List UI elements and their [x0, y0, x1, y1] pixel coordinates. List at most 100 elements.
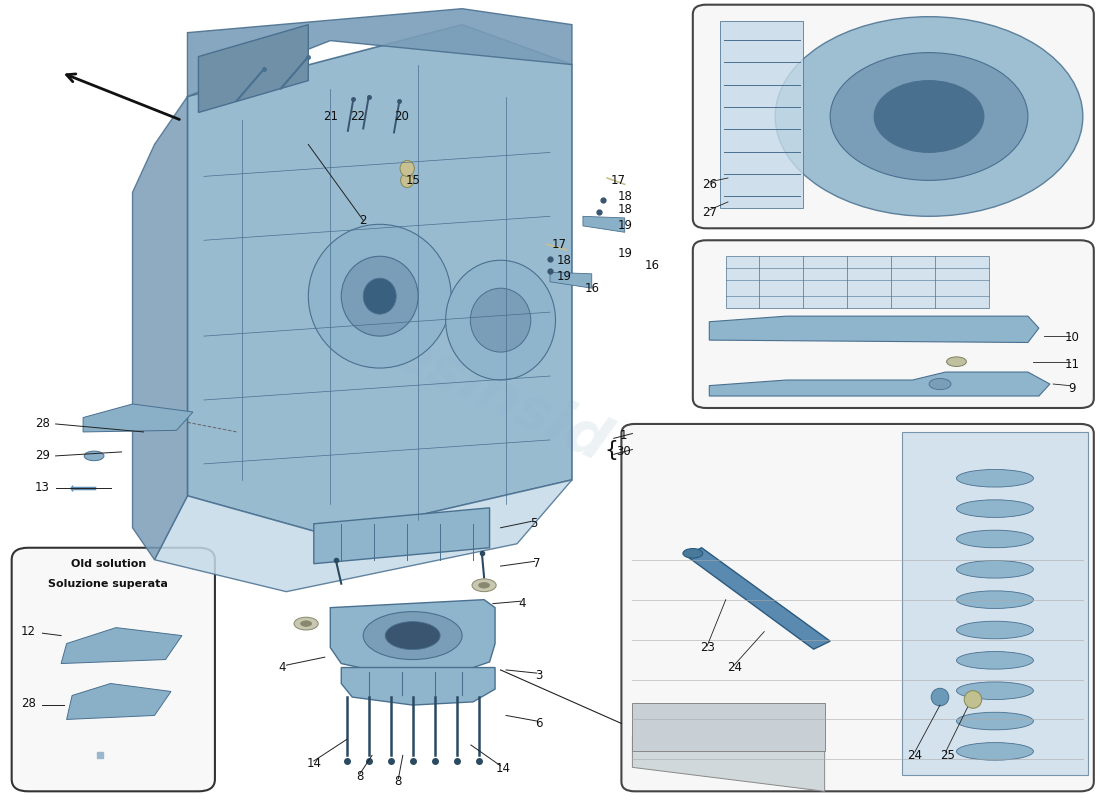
Polygon shape: [187, 9, 572, 97]
Polygon shape: [67, 683, 170, 719]
Text: 15: 15: [405, 174, 420, 187]
Polygon shape: [632, 735, 825, 791]
Text: 18: 18: [617, 203, 632, 217]
Text: 9: 9: [1068, 382, 1076, 394]
Text: 17: 17: [551, 238, 566, 250]
Text: 29: 29: [35, 450, 50, 462]
Polygon shape: [726, 256, 989, 308]
Text: 24: 24: [908, 749, 922, 762]
Text: }: }: [601, 438, 614, 458]
FancyBboxPatch shape: [693, 240, 1093, 408]
Text: 17: 17: [610, 174, 626, 187]
Ellipse shape: [363, 612, 462, 659]
Text: Soluzione superata: Soluzione superata: [48, 578, 168, 589]
Ellipse shape: [957, 500, 1033, 518]
Text: 20: 20: [394, 110, 409, 123]
Text: 10: 10: [1065, 331, 1079, 344]
Polygon shape: [84, 404, 192, 432]
Ellipse shape: [957, 712, 1033, 730]
Text: 11: 11: [1065, 358, 1079, 370]
Polygon shape: [686, 548, 830, 649]
Polygon shape: [154, 480, 572, 592]
Text: 14: 14: [495, 762, 510, 775]
Ellipse shape: [957, 682, 1033, 699]
Text: 8: 8: [356, 770, 364, 783]
Text: 19: 19: [617, 219, 632, 233]
Text: 1: 1: [620, 430, 627, 442]
Text: 4: 4: [519, 597, 526, 610]
Ellipse shape: [308, 224, 451, 368]
Ellipse shape: [947, 357, 967, 366]
Ellipse shape: [930, 378, 952, 390]
Polygon shape: [62, 628, 182, 663]
Ellipse shape: [874, 81, 984, 153]
Polygon shape: [341, 667, 495, 705]
Ellipse shape: [400, 161, 415, 176]
Ellipse shape: [294, 618, 318, 630]
Ellipse shape: [957, 530, 1033, 548]
Ellipse shape: [85, 451, 104, 461]
Text: 24: 24: [727, 661, 742, 674]
Ellipse shape: [341, 256, 418, 336]
Text: 28: 28: [21, 697, 35, 710]
Text: 16: 16: [645, 259, 660, 272]
Text: 18: 18: [557, 254, 572, 266]
Polygon shape: [550, 272, 592, 288]
Text: 23: 23: [700, 641, 715, 654]
Text: 21: 21: [322, 110, 338, 123]
Ellipse shape: [400, 173, 414, 187]
Text: 25: 25: [940, 749, 955, 762]
Text: 28: 28: [35, 418, 50, 430]
Polygon shape: [902, 432, 1088, 775]
Ellipse shape: [957, 622, 1033, 638]
Text: 5: 5: [530, 518, 537, 530]
Ellipse shape: [385, 622, 440, 650]
Polygon shape: [314, 508, 490, 564]
Text: 18: 18: [617, 190, 632, 203]
Text: 6: 6: [536, 717, 542, 730]
Text: 4: 4: [278, 661, 286, 674]
Text: Old solution: Old solution: [70, 558, 146, 569]
Polygon shape: [132, 97, 187, 560]
Polygon shape: [720, 21, 803, 208]
Ellipse shape: [957, 591, 1033, 609]
Ellipse shape: [446, 260, 556, 380]
Ellipse shape: [478, 582, 490, 588]
Text: 22: 22: [350, 110, 365, 123]
Polygon shape: [710, 316, 1038, 342]
Polygon shape: [198, 25, 308, 113]
Polygon shape: [632, 703, 825, 751]
Text: 27: 27: [702, 206, 717, 219]
Polygon shape: [330, 600, 495, 675]
Ellipse shape: [932, 688, 949, 706]
Text: 12: 12: [21, 625, 35, 638]
Ellipse shape: [776, 17, 1082, 216]
FancyBboxPatch shape: [621, 424, 1093, 791]
Ellipse shape: [471, 288, 531, 352]
Text: 26: 26: [702, 178, 717, 191]
Text: 2: 2: [360, 214, 367, 227]
Text: ©
desinsid: © desinsid: [345, 246, 646, 474]
Ellipse shape: [957, 742, 1033, 760]
FancyBboxPatch shape: [693, 5, 1093, 228]
Ellipse shape: [363, 278, 396, 314]
Polygon shape: [187, 25, 572, 536]
Ellipse shape: [683, 549, 703, 558]
Ellipse shape: [957, 651, 1033, 669]
Text: 19: 19: [557, 270, 572, 282]
Text: 3: 3: [536, 669, 542, 682]
Text: 19: 19: [617, 247, 632, 260]
Ellipse shape: [957, 470, 1033, 487]
Text: 14: 14: [306, 757, 321, 770]
Text: 16: 16: [584, 282, 600, 294]
Ellipse shape: [472, 579, 496, 592]
Text: 30: 30: [616, 446, 631, 458]
Text: 13: 13: [35, 482, 50, 494]
Text: 7: 7: [534, 558, 540, 570]
Polygon shape: [583, 216, 625, 232]
Ellipse shape: [830, 53, 1027, 180]
Polygon shape: [710, 372, 1049, 396]
Ellipse shape: [957, 561, 1033, 578]
Ellipse shape: [300, 621, 311, 626]
FancyBboxPatch shape: [12, 548, 214, 791]
